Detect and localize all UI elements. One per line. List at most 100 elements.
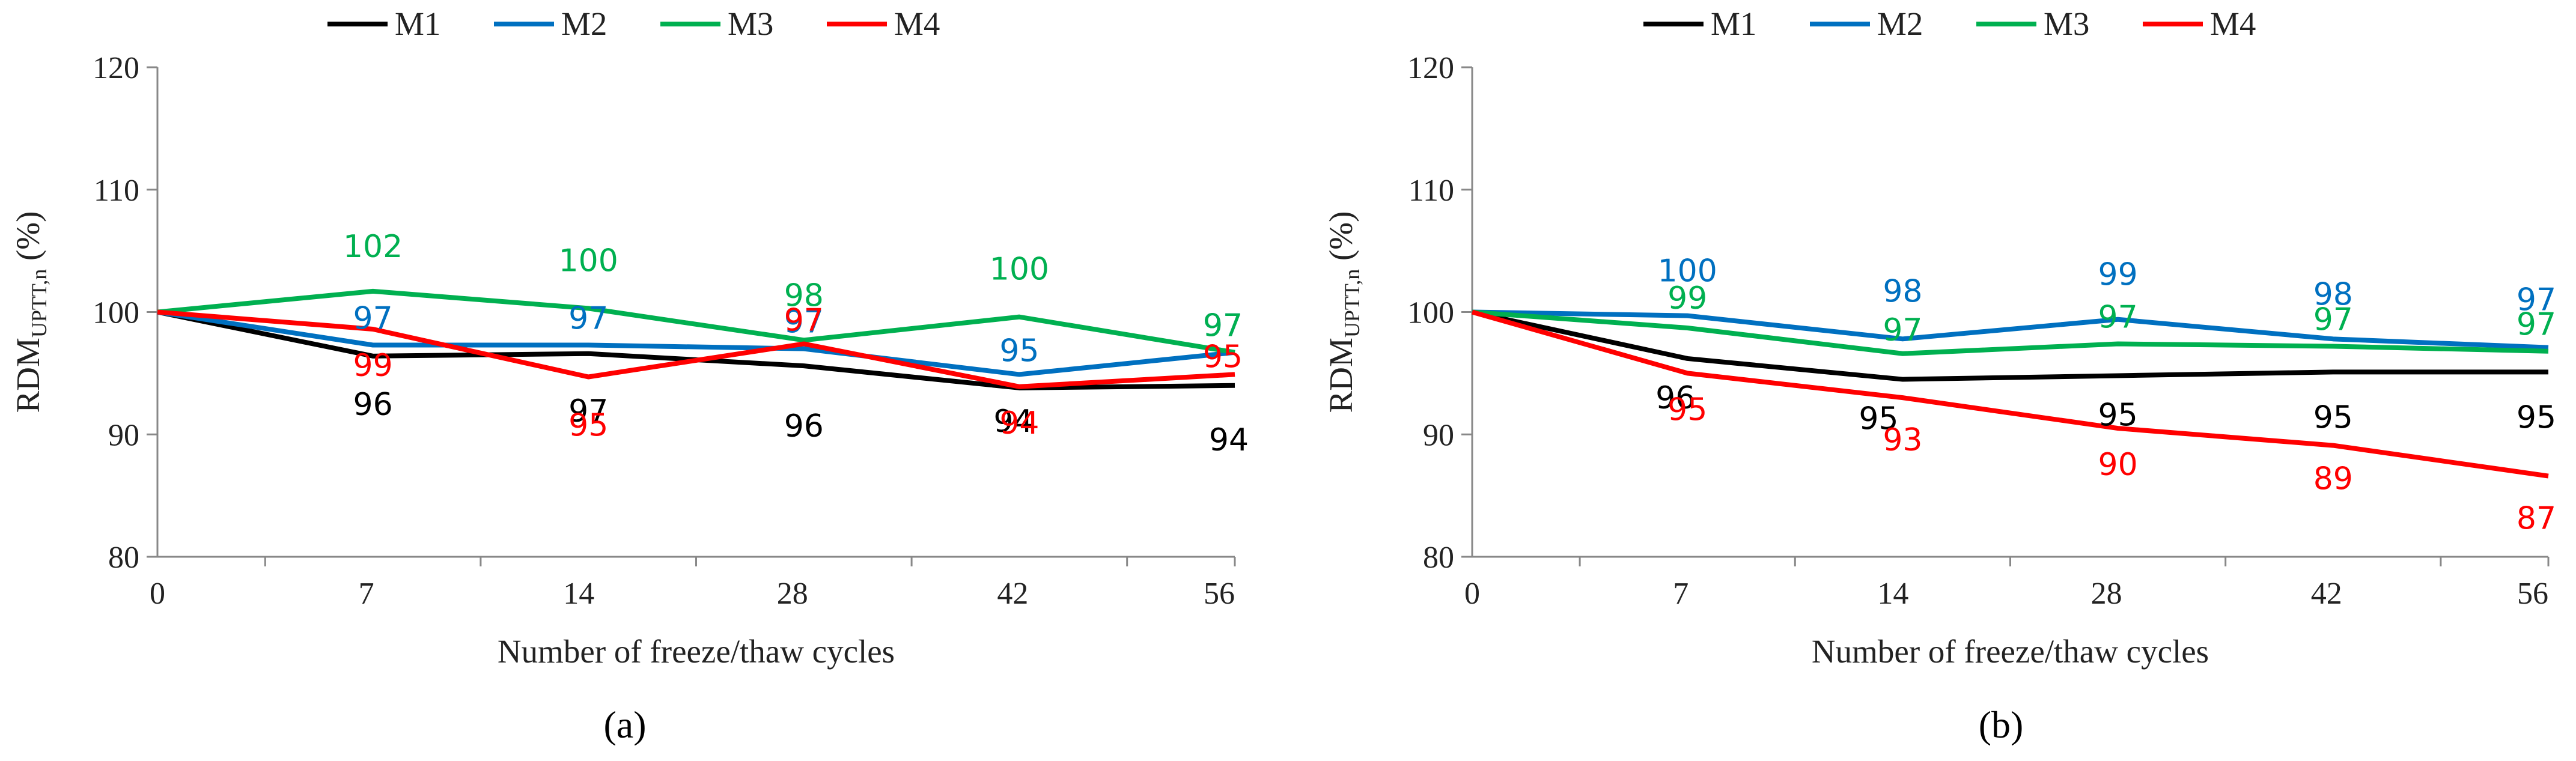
legend-label-m3: M3 [728, 5, 773, 42]
data-label-m1: 95 [1859, 401, 1898, 437]
x-tick-label: 28 [777, 577, 808, 611]
x-tick-label: 0 [150, 577, 165, 611]
legend-label-m2: M2 [561, 5, 607, 42]
y-axis-title-subscript: UPTT,n [27, 269, 51, 338]
data-label-m1: 95 [2313, 399, 2353, 435]
panel-label: (b) [1979, 703, 2024, 746]
data-point-m3 [2333, 346, 2334, 347]
data-point-m1 [2333, 371, 2334, 372]
x-tick-label: 7 [1673, 577, 1688, 611]
data-point-m1 [2548, 371, 2549, 372]
data-label-m2: 98 [2313, 276, 2353, 312]
data-point-m2 [803, 348, 805, 350]
data-label-m2: 98 [1883, 273, 1922, 309]
series-line-m3 [157, 288, 1235, 355]
data-label-m2: 97 [2517, 282, 2556, 318]
data-label-m4: 93 [1883, 422, 1922, 458]
data-point-m4 [588, 376, 589, 377]
data-label-m1: 95 [2098, 397, 2138, 433]
data-label-m4: 90 [2098, 447, 2138, 483]
legend-label-m1: M1 [395, 5, 440, 42]
data-label-m1: 94 [993, 404, 1033, 440]
data-point-m1 [803, 365, 805, 366]
data-point-m4 [157, 312, 158, 313]
data-point-m1 [1687, 358, 1688, 359]
data-label-m2: 97 [784, 305, 824, 341]
data-label-m4: 89 [2313, 461, 2353, 497]
y-axis-title: RDMUPTT,n (%) [10, 211, 51, 413]
legend-label-m1: M1 [1711, 5, 1756, 42]
x-tick-label: 14 [563, 577, 594, 611]
series-line-m1 [1472, 309, 2548, 382]
y-axis-title: RDMUPTT,n (%) [1323, 211, 1364, 413]
legend-label-m3: M3 [2044, 5, 2089, 42]
data-label-m3: 97 [1883, 312, 1922, 348]
data-label-m4: 95 [1203, 339, 1243, 375]
data-point-m4 [803, 343, 805, 344]
data-label-m3: 97 [2098, 299, 2138, 335]
legend-label-m4: M4 [2210, 5, 2256, 42]
data-label-m1: 95 [2517, 399, 2556, 435]
series-line-m2 [157, 309, 1235, 377]
data-point-m4 [1902, 397, 1903, 398]
y-axis-title-subscript: UPTT,n [1340, 269, 1364, 338]
data-point-m4 [1687, 372, 1688, 374]
data-label-m3: 99 [1667, 280, 1707, 317]
data-label-m4: 95 [568, 407, 608, 443]
chart-b: 80 90 100 110 120 0 7 14 28 42 56 Number of freeze/… [1323, 5, 2556, 746]
data-point-m4 [1019, 386, 1020, 387]
data-point-m3 [373, 291, 374, 292]
data-point-m4 [2333, 445, 2334, 446]
y-axis-title-main: RDM [10, 338, 46, 413]
data-label-m3: 97 [2313, 302, 2353, 338]
data-label-m2: 97 [353, 301, 393, 337]
y-axis-title-unit: (%) [10, 211, 46, 269]
y-tick-label: 80 [108, 541, 139, 575]
legend-label-m2: M2 [1877, 5, 1923, 42]
x-tick-label: 7 [359, 577, 374, 611]
y-tick-label: 100 [93, 296, 139, 330]
data-label-m3: 100 [559, 243, 618, 279]
y-axis-title-unit: (%) [1323, 211, 1359, 269]
x-tick-label: 42 [997, 577, 1028, 611]
data-label-m3: 98 [784, 277, 824, 314]
y-tick-label: 80 [1423, 541, 1454, 575]
chart-a: 80 90 100 110 120 0 7 14 28 42 56 Number of freeze/… [10, 5, 1249, 746]
data-label-m2: 100 [1658, 253, 1717, 290]
series-line-m2 [1472, 309, 2549, 350]
data-point-m1 [1902, 379, 1903, 380]
data-label-m1: 96 [353, 387, 393, 423]
data-label-m4: 87 [2517, 501, 2556, 537]
data-label-m3: 97 [1203, 308, 1243, 344]
x-tick-label: 56 [1204, 577, 1235, 611]
series-line-m3 [1472, 309, 2549, 356]
series-line-m4 [157, 309, 1235, 389]
data-point-m1 [1234, 385, 1235, 386]
data-point-m2 [373, 345, 374, 346]
data-label-m3: 97 [2517, 307, 2556, 343]
y-tick-label: 120 [1407, 51, 1454, 85]
data-point-m2 [1019, 374, 1020, 375]
data-point-m3 [1019, 317, 1020, 318]
y-tick-label: 110 [94, 174, 139, 208]
legend-label-m4: M4 [894, 5, 940, 42]
data-label-m1: 97 [568, 393, 608, 429]
data-point-m2 [588, 345, 589, 346]
y-tick-label: 100 [1407, 296, 1454, 330]
data-label-m3: 102 [343, 229, 403, 265]
data-label-m2: 97 [1203, 308, 1243, 344]
x-tick-label: 14 [1877, 577, 1908, 611]
x-tick-label: 28 [2091, 577, 2122, 611]
data-label-m3: 100 [990, 252, 1049, 288]
data-point-m2 [2548, 347, 2549, 348]
x-axis-title: Number of freeze/thaw cycles [498, 633, 895, 670]
y-tick-label: 90 [1423, 418, 1454, 452]
data-point-m3 [2548, 351, 2549, 352]
data-label-m4: 95 [1667, 392, 1707, 428]
panel-label: (a) [603, 703, 646, 746]
data-label-m2: 99 [2098, 257, 2138, 293]
data-label-m1: 96 [784, 408, 824, 444]
data-point-m1 [588, 353, 589, 354]
data-point-m3 [2118, 343, 2119, 344]
